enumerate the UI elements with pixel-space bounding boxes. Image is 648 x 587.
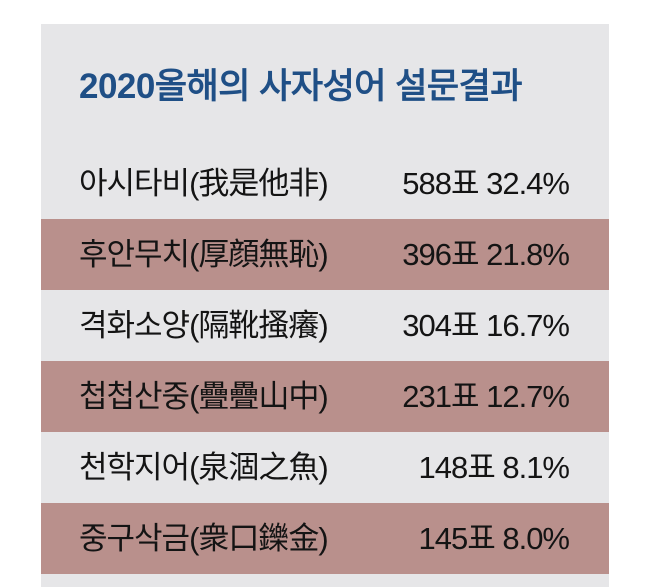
idiom-label: 중구삭금(衆口鑠金) [79, 521, 329, 556]
vote-value: 231표 12.7% [402, 379, 570, 414]
idiom-label: 후안무치(厚顔無恥) [79, 237, 329, 272]
results-list: 아시타비(我是他非) 588표 32.4% 후안무치(厚顔無恥) 396표 21… [41, 148, 609, 574]
vote-value: 304표 16.7% [402, 308, 570, 343]
idiom-label: 천학지어(泉涸之魚) [79, 450, 329, 485]
result-row: 격화소양(隔靴搔癢) 304표 16.7% [41, 290, 609, 361]
result-row: 후안무치(厚顔無恥) 396표 21.8% [41, 219, 609, 290]
vote-value: 145표 8.0% [418, 521, 570, 556]
result-row: 천학지어(泉涸之魚) 148표 8.1% [41, 432, 609, 503]
result-row: 아시타비(我是他非) 588표 32.4% [41, 148, 609, 219]
survey-results-panel: 2020올해의 사자성어 설문결과 아시타비(我是他非) 588표 32.4% … [41, 24, 609, 587]
result-row: 첩첩산중(疊疊山中) 231표 12.7% [41, 361, 609, 432]
result-row: 중구삭금(衆口鑠金) 145표 8.0% [41, 503, 609, 574]
idiom-label: 첩첩산중(疊疊山中) [79, 379, 329, 414]
vote-value: 148표 8.1% [418, 450, 570, 485]
vote-value: 588표 32.4% [402, 166, 570, 201]
survey-title: 2020올해의 사자성어 설문결과 [79, 67, 523, 106]
idiom-label: 격화소양(隔靴搔癢) [79, 308, 329, 343]
vote-value: 396표 21.8% [402, 237, 570, 272]
idiom-label: 아시타비(我是他非) [79, 166, 329, 201]
